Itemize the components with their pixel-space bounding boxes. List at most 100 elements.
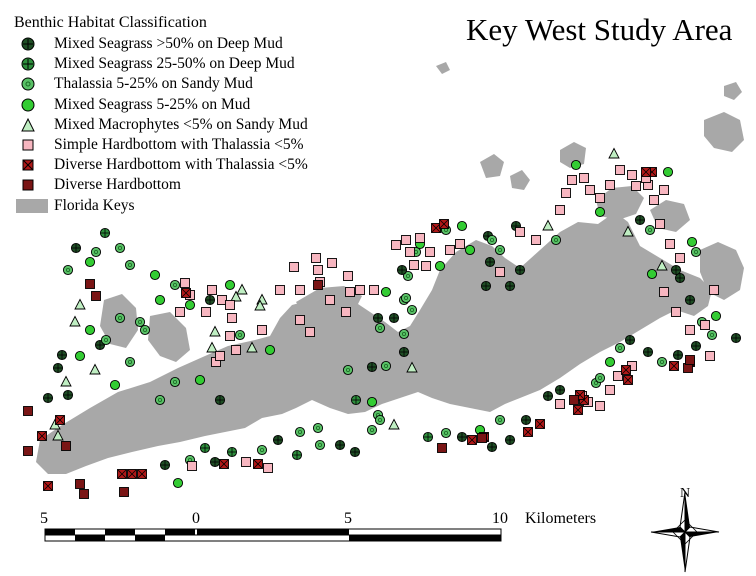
simple-hardbottom-point [705,351,715,361]
legend-item: Diverse Hardbottom [14,175,308,195]
seagrass-point [62,389,74,401]
seagrass-point [366,361,378,373]
simple-hardbottom-point [585,185,595,195]
legend-label: Diverse Hardbottom with Thalassia <5% [54,156,308,174]
mixed-seagrass-point [172,477,184,489]
diverse-hardbottom-point [437,443,447,453]
seagrass-point [480,280,492,292]
thalassia-point [494,244,506,256]
diverse-hardbottom-thalassia-point [467,435,477,445]
mixed-seagrass-point [464,244,476,256]
macrophyte-point [246,341,258,353]
thalassia-point [169,279,181,291]
thalassia-point [294,426,306,438]
seagrass-point [642,346,654,358]
simple-hardbottom-point [343,271,353,281]
mixed-seagrass-point [456,220,468,232]
legend-label: Diverse Hardbottom [54,176,181,194]
thalassia-point [134,316,146,328]
legend-label: Mixed Seagrass >50% on Deep Mud [54,35,283,53]
simple-hardbottom-point [305,327,315,337]
diverse-hardbottom-thalassia-point [641,167,651,177]
legend-item: Mixed Seagrass >50% on Deep Mud [14,34,308,54]
diverse-hardbottom-point [85,279,95,289]
legend-symbol-land-patch [16,198,48,214]
simple-hardbottom-point [241,457,251,467]
simple-hardbottom-point [415,233,425,243]
seagrass-point [159,459,171,471]
seagrass-point [690,340,702,352]
legend: Benthic Habitat Classification Mixed Sea… [14,14,308,216]
map-title: Key West Study Area [466,12,733,47]
thalassia-point [594,372,606,384]
seagrass-point [504,280,516,292]
simple-hardbottom-point [313,265,323,275]
seagrass-point [422,431,434,443]
simple-hardbottom-point [627,170,637,180]
simple-hardbottom-point [289,262,299,272]
mixed-seagrass-point [434,260,446,272]
diverse-hardbottom-point [313,280,323,290]
macrophyte-point [89,363,101,375]
thalassia-point [486,234,498,246]
simple-hardbottom-point [675,253,685,263]
mixed-seagrass-point [594,206,606,218]
macrophyte-point [236,283,248,295]
mixed-seagrass-point [74,350,86,362]
simple-hardbottom-point [605,385,615,395]
legend-item: Mixed Seagrass 25-50% on Deep Mud [14,54,308,74]
thalassia-point [100,334,112,346]
diverse-hardbottom-thalassia-point [127,469,137,479]
simple-hardbottom-point [225,300,235,310]
simple-hardbottom-point [295,315,305,325]
thalassia-point [614,342,626,354]
simple-hardbottom-point [207,285,217,295]
macrophyte-point [656,259,668,271]
seagrass-point [226,446,238,458]
seagrass-point [372,312,384,324]
seagrass-point [350,394,362,406]
seagrass-point [52,362,64,374]
simple-hardbottom-point [555,205,565,215]
diverse-hardbottom-point [61,441,71,451]
simple-hardbottom-point [175,307,185,317]
macrophyte-point [622,225,634,237]
legend-item: Mixed Seagrass 5-25% on Mud [14,95,308,115]
thalassia-point [114,242,126,254]
seagrass-point [634,214,646,226]
legend-symbol-square-x [20,157,36,173]
simple-hardbottom-point [613,371,623,381]
seagrass-point [99,227,111,239]
diverse-hardbottom-point [75,479,85,489]
simple-hardbottom-point [425,247,435,257]
simple-hardbottom-point [257,325,267,335]
simple-hardbottom-point [659,287,669,297]
seagrass-point [396,264,408,276]
diverse-hardbottom-thalassia-point [55,415,65,425]
mixed-seagrass-point [224,279,236,291]
simple-hardbottom-point [401,235,411,245]
mixed-seagrass-point [366,396,378,408]
scale-label-5-west: 5 [40,510,48,527]
diverse-hardbottom-thalassia-point [573,405,583,415]
legend-label: Florida Keys [54,196,135,214]
simple-hardbottom-point [649,195,659,205]
mixed-seagrass-point [109,379,121,391]
simple-hardbottom-point [421,261,431,271]
seagrass-point [209,456,221,468]
mixed-seagrass-point [84,324,96,336]
seagrass-point [398,346,410,358]
mixed-seagrass-point [646,268,658,280]
thalassia-point [90,246,102,258]
simple-hardbottom-point [455,239,465,249]
diverse-hardbottom-thalassia-point [43,481,53,491]
mixed-seagrass-point [686,236,698,248]
seagrass-point [684,294,696,306]
thalassia-point [124,259,136,271]
thalassia-point [400,292,412,304]
legend-title: Benthic Habitat Classification [14,14,207,31]
simple-hardbottom-point [555,399,565,409]
simple-hardbottom-point [659,185,669,195]
mixed-seagrass-point [84,256,96,268]
